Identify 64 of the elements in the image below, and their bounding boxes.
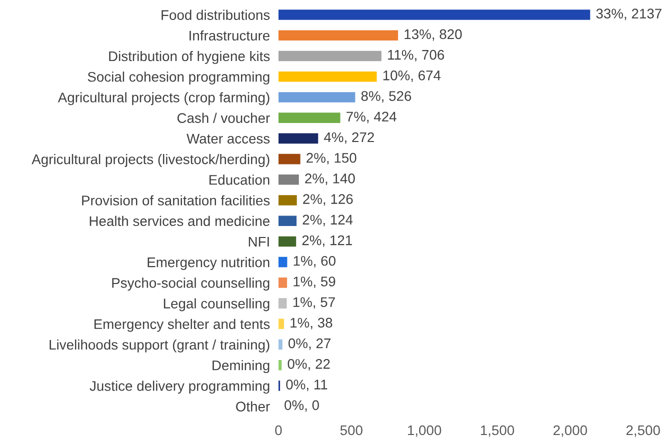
bar — [278, 10, 590, 20]
bar — [278, 318, 284, 330]
y-tick-label: Distribution of hygiene kits — [109, 50, 270, 64]
data-label: 1%, 59 — [294, 276, 336, 288]
bar — [278, 174, 299, 185]
data-label: 1%, 38 — [290, 318, 332, 330]
y-tick-label: Emergency nutrition — [148, 257, 270, 270]
bar — [278, 360, 282, 370]
data-label: 0%, 0 — [284, 400, 319, 412]
bar — [278, 278, 288, 288]
x-tick-label: 2,500 — [626, 425, 660, 437]
data-label: 10%, 674 — [383, 70, 441, 82]
data-label: 4%, 272 — [324, 132, 374, 144]
x-tick-label: 0 — [275, 425, 282, 436]
data-label: 2%, 126 — [303, 194, 353, 206]
data-label: 2%, 121 — [302, 235, 352, 247]
data-label: 0%, 11 — [286, 380, 328, 392]
data-label: 11%, 706 — [388, 50, 444, 62]
bar — [278, 71, 377, 82]
bar — [278, 256, 288, 268]
bar — [278, 133, 318, 144]
x-tick-label: 1,500 — [480, 425, 514, 437]
data-label: 8%, 526 — [361, 91, 412, 103]
bar — [278, 50, 382, 62]
data-label: 1%, 57 — [293, 297, 335, 309]
y-tick-label: Agricultural projects (livestock/herding) — [32, 154, 270, 167]
data-label: 0%, 27 — [288, 338, 330, 350]
y-tick-label: NFI — [248, 236, 269, 247]
y-tick-label: Livelihoods support (grant / training) — [50, 339, 270, 352]
y-tick-label: Infrastructure — [190, 30, 270, 41]
y-tick-label: Education — [209, 174, 270, 185]
data-label: 0%, 22 — [288, 359, 330, 370]
x-tick-label: 500 — [340, 425, 362, 436]
y-tick-label: Legal counselling — [164, 298, 270, 312]
y-tick-label: Food distributions — [162, 10, 270, 20]
y-tick-label: Health services and medicine — [90, 216, 270, 226]
data-label: 2%, 140 — [305, 174, 355, 186]
data-label: 33%, 2137 — [596, 8, 662, 20]
data-label: 13%, 820 — [404, 29, 462, 41]
bar — [278, 339, 282, 350]
data-label: 2%, 150 — [306, 152, 356, 164]
data-label: 1%, 60 — [294, 256, 336, 268]
bar — [278, 112, 340, 123]
bar — [278, 30, 398, 41]
bar — [278, 92, 356, 102]
x-tick-label: 1,000 — [408, 425, 442, 437]
bar — [278, 236, 296, 247]
bar — [278, 298, 287, 308]
y-tick-label: Agricultural projects (crop farming) — [58, 92, 270, 106]
y-tick-label: Emergency shelter and tents — [94, 318, 270, 332]
y-tick-label: Provision of sanitation facilities — [82, 195, 270, 206]
data-label: 7%, 424 — [346, 112, 396, 124]
y-tick-label: Cash / voucher — [177, 112, 270, 123]
y-tick-label: Other — [236, 401, 270, 412]
y-tick-label: Water access — [186, 134, 270, 144]
data-label: 2%, 124 — [302, 214, 353, 226]
bar — [278, 216, 297, 226]
bar — [278, 154, 300, 164]
bar — [278, 195, 297, 206]
y-tick-label: Psycho-social counselling — [112, 278, 270, 291]
y-tick-label: Social cohesion programming — [88, 72, 270, 85]
y-tick-label: Demining — [212, 360, 270, 374]
x-tick-label: 2,000 — [554, 425, 588, 437]
y-tick-label: Justice delivery programming — [90, 380, 270, 394]
